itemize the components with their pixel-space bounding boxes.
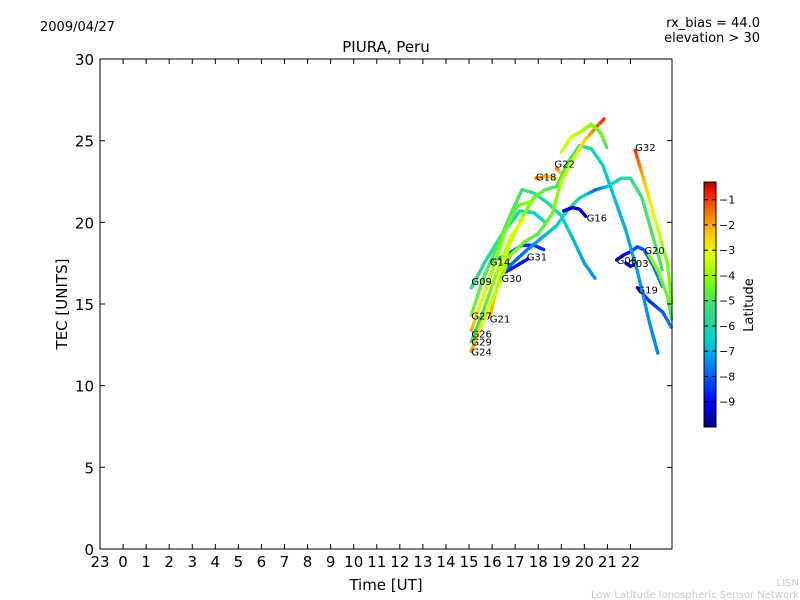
- y-tick-label: 25: [75, 133, 94, 151]
- x-tick-label: 20: [575, 553, 594, 571]
- x-tick-label: 9: [326, 553, 336, 571]
- x-tick-label: 2: [164, 553, 174, 571]
- data-point: [602, 117, 606, 121]
- data-point: [584, 214, 588, 218]
- x-tick-label: 14: [436, 553, 455, 571]
- data-point: [660, 268, 665, 272]
- satellite-label-g27: G27: [471, 311, 491, 322]
- satellite-label-g31: G31: [527, 253, 547, 264]
- satellite-label-g32: G32: [635, 143, 655, 154]
- x-tick-label: 4: [211, 553, 221, 571]
- x-tick-label: 13: [413, 553, 432, 571]
- data-point: [528, 199, 532, 204]
- chart-title: PIURA, Peru: [342, 38, 429, 56]
- series-g27: [469, 188, 597, 318]
- data-point: [605, 145, 609, 150]
- x-tick-label: 8: [303, 553, 313, 571]
- x-tick-label: 10: [344, 553, 363, 571]
- series-g26: [469, 199, 532, 332]
- colorbar-tick-label: −9: [719, 396, 735, 409]
- elevation-label: elevation > 30: [664, 31, 760, 46]
- data-point: [656, 351, 660, 355]
- y-tick-label: 20: [75, 214, 94, 232]
- x-tick-label: 21: [598, 553, 617, 571]
- satellite-label-g30: G30: [501, 274, 521, 285]
- org-long: Low-Latitude Ionospheric Sensor Network: [591, 590, 799, 600]
- satellite-labels: G09G14G30G31G18G22G16G06G03G19G32G20G27G…: [471, 143, 664, 358]
- satellite-label-g14: G14: [490, 258, 510, 269]
- x-tick-label: 1: [141, 553, 151, 571]
- satellite-label-g16: G16: [587, 213, 607, 224]
- colorbar-tick-label: −3: [719, 244, 735, 257]
- satellite-label-g29: G29: [471, 338, 491, 349]
- data-point: [521, 217, 526, 221]
- x-tick-label: 19: [552, 553, 571, 571]
- satellite-label-g18: G18: [536, 173, 556, 184]
- series-g18: [534, 174, 558, 181]
- y-tick-label: 10: [75, 378, 94, 396]
- colorbar-tick-label: −8: [719, 370, 735, 383]
- x-tick-label: 6: [257, 553, 267, 571]
- x-axis-label: Time [UT]: [348, 576, 422, 594]
- date-label: 2009/04/27: [40, 20, 115, 35]
- data-marks: [469, 117, 674, 355]
- colorbar-tick-label: −2: [719, 219, 735, 232]
- data-point: [526, 257, 530, 261]
- x-tick-label: 12: [390, 553, 409, 571]
- colorbar-label: Latitude: [742, 278, 757, 332]
- x-tick-label: 17: [506, 553, 525, 571]
- series-g24: [469, 117, 606, 354]
- x-tick-label: 16: [483, 553, 502, 571]
- series-g29: [469, 217, 526, 344]
- series-g16: [561, 205, 588, 218]
- rx-bias-label: rx_bias = 44.0: [666, 16, 760, 31]
- satellite-label-g09: G09: [471, 277, 491, 288]
- satellite-label-g06: G06: [617, 256, 637, 267]
- x-tick-label: 23: [90, 553, 109, 571]
- colorbar-tick-label: −5: [719, 295, 735, 308]
- satellite-label-g24: G24: [471, 347, 491, 358]
- y-tick-label: 5: [84, 459, 94, 477]
- x-tick-label: 7: [280, 553, 290, 571]
- x-tick-label: 11: [367, 553, 386, 571]
- x-tick-label: 18: [529, 553, 548, 571]
- data-point: [593, 276, 597, 280]
- colorbar: −1 −2 −3 −4 −5 −6 −7 −8 −9: [703, 181, 735, 428]
- x-tick-label: 3: [187, 553, 197, 571]
- data-point: [542, 247, 546, 252]
- x-tick-label: 5: [234, 553, 244, 571]
- series-unlabeled-17: [559, 122, 609, 154]
- series-g19: [635, 286, 673, 329]
- satellite-label-g22: G22: [554, 160, 574, 171]
- satellite-label-g19: G19: [637, 285, 657, 296]
- x-tick-label: 15: [459, 553, 478, 571]
- satellite-label-g03: G03: [628, 259, 648, 270]
- satellite-label-g20: G20: [644, 246, 664, 257]
- data-point: [553, 177, 558, 181]
- colorbar-tick-label: −7: [719, 345, 735, 358]
- y-tick-label: 15: [75, 296, 94, 314]
- y-tick-label: 0: [84, 541, 94, 559]
- y-tick-label: 30: [75, 51, 94, 69]
- colorbar-tick-label: −1: [719, 194, 735, 207]
- plot-background: [100, 59, 672, 549]
- org-short: LISN: [777, 578, 799, 589]
- satellite-label-g21: G21: [490, 315, 510, 326]
- colorbar-tick-label: −6: [719, 320, 735, 333]
- x-tick-label: 22: [621, 553, 640, 571]
- y-axis-label: TEC [UNITS]: [53, 259, 71, 351]
- satellite-label-g26: G26: [471, 329, 491, 340]
- colorbar-tick-label: −4: [719, 269, 735, 282]
- colorbar-gradient: [703, 181, 717, 428]
- x-tick-label: 0: [118, 553, 128, 571]
- plot-area: [100, 59, 672, 549]
